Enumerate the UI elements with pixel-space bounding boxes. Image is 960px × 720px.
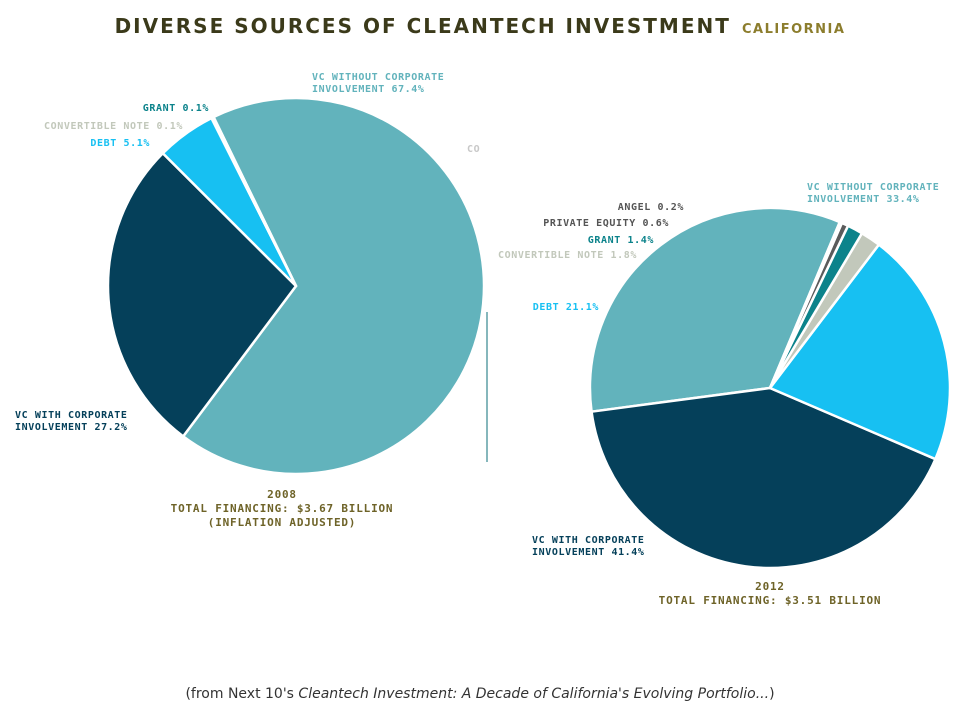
pie-charts: CO VC WITHOUT CORPORATE INVOLVEMENT 67.4%…	[15, 72, 952, 607]
label-2012-vc-without-corporate-involvement: VC WITHOUT CORPORATE INVOLVEMENT 33.4%	[807, 182, 939, 205]
label-2012-convertible-note: CONVERTIBLE NOTE 1.8%	[498, 250, 637, 261]
label-2008-debt: DEBT 5.1%	[90, 138, 150, 149]
slice-2012-vc-with-corporate-involvement	[590, 386, 937, 570]
title-region: CALIFORNIA	[741, 22, 846, 37]
caption-2008: 2008 TOTAL FINANCING: $3.67 BILLION (INFLA…	[171, 488, 394, 529]
slice-2008-grant	[211, 115, 298, 288]
source-prefix: (from Next 10's	[185, 686, 299, 702]
label-2012-grant: GRANT 1.4%	[588, 235, 654, 246]
source-citation: (from Next 10's Cleantech Investment: A …	[0, 686, 960, 702]
pie-2008: VC WITHOUT CORPORATE INVOLVEMENT 67.4% VC …	[15, 72, 486, 529]
stray-label: CO	[467, 144, 480, 155]
label-2012-angel: ANGEL 0.2%	[618, 202, 684, 213]
pie-2012: VC WITHOUT CORPORATE INVOLVEMENT 33.4% VC …	[498, 182, 952, 607]
chart-title: DIVERSE SOURCES OF CLEANTECH INVESTMENT …	[0, 14, 960, 38]
label-2008-grant: GRANT 0.1%	[143, 103, 209, 114]
source-title: Cleantech Investment: A Decade of Califo…	[298, 686, 770, 702]
caption-2012: 2012 TOTAL FINANCING: $3.51 BILLION	[659, 580, 882, 607]
label-2012-debt: DEBT 21.1%	[533, 302, 599, 313]
label-2012-private-equity: PRIVATE EQUITY 0.6%	[543, 218, 669, 229]
slice-2008-vc-without-corporate-involvement	[181, 96, 486, 476]
slice-2012-debt	[768, 243, 952, 461]
label-2008-convertible-note: CONVERTIBLE NOTE 0.1%	[44, 121, 183, 132]
slice-2008-vc-with-corporate-involvement	[106, 152, 298, 438]
label-2008-vc-without-corporate-involvement: VC WITHOUT CORPORATE INVOLVEMENT 67.4%	[312, 72, 444, 95]
source-suffix: )	[769, 686, 775, 702]
title-main: DIVERSE SOURCES OF CLEANTECH INVESTMENT	[114, 14, 731, 38]
label-2008-vc-with-corporate-involvement: VC WITH CORPORATE INVOLVEMENT 27.2%	[15, 410, 128, 433]
slice-2012-vc-without-corporate-involvement	[588, 206, 841, 413]
slice-2012-angel	[768, 220, 844, 390]
label-2012-vc-with-corporate-involvement: VC WITH CORPORATE INVOLVEMENT 41.4%	[532, 535, 645, 558]
